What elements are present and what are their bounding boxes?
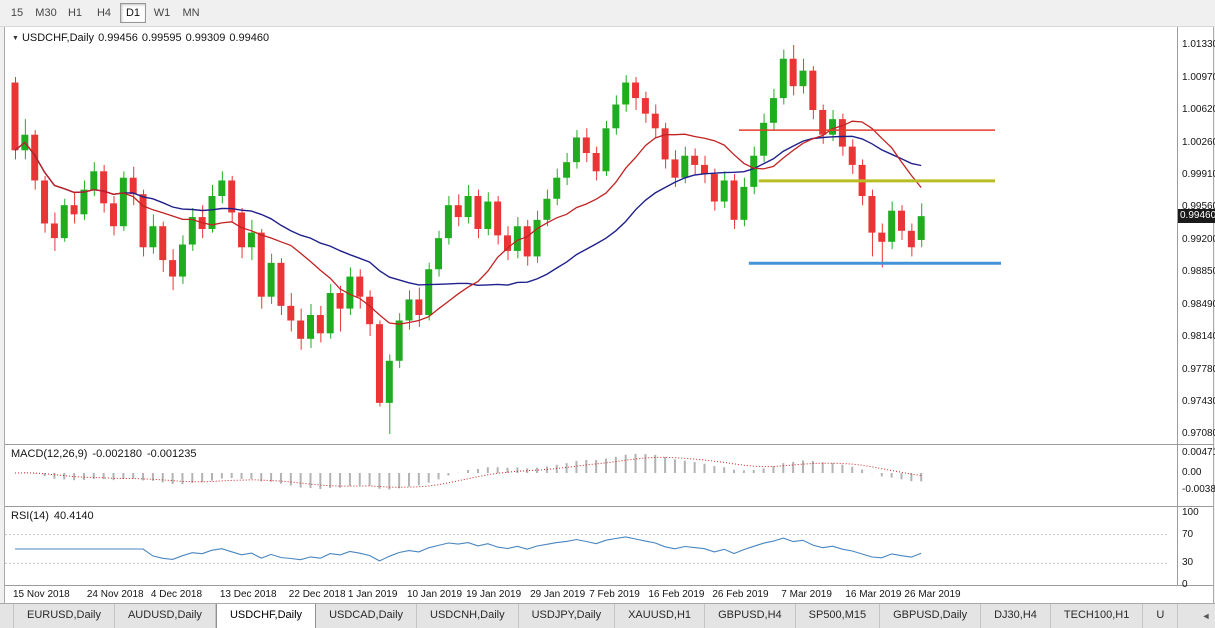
price-axis-label: 0.99560 [1182,201,1215,212]
symbol-tab-u[interactable]: U [1143,604,1179,628]
date-axis-label: 7 Feb 2019 [589,589,640,600]
symbol-tab-sp500[interactable]: SP500,M15 [796,604,881,628]
price-axis-label: 0.99910 [1182,168,1215,180]
price-axis-label: 1.00970 [1182,71,1215,83]
price-axis-label: 0.98490 [1182,298,1215,310]
price-axis-label: 0.97780 [1182,363,1215,375]
ma-slow-line [14,135,922,287]
ohlc-low: 0.99309 [185,32,226,44]
macd-value-signal: -0.001235 [146,448,197,460]
chart-shell[interactable]: ▼ USDCHF,Daily 0.99456 0.99595 0.99309 0.9946… [4,26,1215,604]
date-axis-label: 16 Mar 2019 [845,589,902,600]
date-axis-label: 24 Nov 2018 [86,589,144,600]
pane-separator-dates [5,585,1213,586]
symbol-tab-xauusd[interactable]: XAUUSD,H1 [615,604,706,628]
date-axis-label: 22 Dec 2018 [288,589,346,600]
macd-axis-label: 0.004718 [1182,447,1215,458]
price-axis-label: 0.99200 [1182,233,1215,245]
symbol-tab-usdchf[interactable]: USDCHF,Daily [215,604,317,628]
ohlc-close: 0.99460 [229,32,270,44]
rsi-axis-label: 100 [1182,507,1199,518]
price-axis-label: 1.01330 [1182,39,1215,50]
timeframe-button-mn[interactable]: MN [182,7,200,19]
symbol-tab-usdjpy[interactable]: USDJPY,Daily [519,604,616,628]
rsi-axis-label: 30 [1182,557,1194,569]
rsi-value: 40.4140 [53,510,94,522]
date-axis-label: 7 Mar 2019 [781,589,832,600]
price-axis-label: 0.97430 [1182,395,1215,407]
timeframe-button-m30[interactable]: M30 [35,7,57,19]
date-axis-label: 16 Feb 2019 [648,589,705,600]
macd-label: MACD(12,26,9) [11,448,88,460]
ma-fast-line [14,120,922,325]
price-axis-label: 0.97080 [1182,428,1215,439]
macd-axis-label: -0.003893 [1182,483,1215,495]
symbol-tab-gbpusd[interactable]: GBPUSD,H4 [705,604,796,628]
pane-separator-macd[interactable] [5,444,1213,445]
ohlc-high: 0.99595 [141,32,182,44]
price-axis-label: 1.00620 [1182,103,1215,115]
chart-symbol-icon: ▼ [12,35,19,42]
ohlc-open: 0.99456 [98,32,138,44]
candlestick-chart[interactable] [5,27,1177,444]
tab-scroll-left-icon[interactable]: ◄ [1201,611,1211,621]
pane-separator-rsi[interactable] [5,506,1213,507]
macd-title: MACD(12,26,9) -0.002180 -0.001235 [11,448,202,460]
candlesticks [11,45,925,434]
symbol-tab-usdcnh[interactable]: USDCNH,Daily [417,604,519,628]
timeframe-button-15[interactable]: 15 [10,7,24,19]
price-axis-label: 0.98850 [1182,265,1215,277]
timeframe-button-h1[interactable]: H1 [67,7,83,19]
chart-symbol-label: USDCHF,Daily [21,32,95,44]
date-axis-label: 29 Jan 2019 [530,589,586,600]
price-axis-label: 1.00260 [1182,136,1215,148]
tabbar-spacer [0,604,14,628]
timeframe-button-d1[interactable]: D1 [120,3,146,23]
rsi-label: RSI(14) [11,510,49,522]
timeframe-toolbar[interactable]: 15 M30 H1 H4 D1 W1 MN [0,0,1215,27]
symbol-tab-gbpusd[interactable]: GBPUSD,Daily [880,604,982,628]
timeframe-button-w1[interactable]: W1 [153,7,171,19]
macd-axis-label: 0.00 [1182,467,1202,478]
date-axis-label: 1 Jan 2019 [347,589,398,600]
rsi-axis-label: 0 [1182,579,1188,590]
price-axis-separator [1177,27,1178,585]
rsi-axis-label: 70 [1182,528,1194,540]
timeframe-button-h4[interactable]: H4 [96,7,112,19]
symbol-tab-dj30[interactable]: DJ30,H4 [981,604,1051,628]
date-axis-label: 4 Dec 2018 [150,589,203,600]
date-axis-label: 26 Feb 2019 [712,589,769,600]
date-axis-label: 26 Mar 2019 [904,589,961,600]
symbol-tabbar[interactable]: EURUSD,Daily AUDUSD,Daily USDCHF,Daily USDC… [0,603,1215,628]
rsi-line [15,536,922,562]
symbol-tab-eurusd[interactable]: EURUSD,Daily [14,604,115,628]
rsi-indicator-pane[interactable] [5,507,1177,585]
symbol-tab-tech100[interactable]: TECH100,H1 [1051,604,1144,628]
macd-value-main: -0.002180 [92,448,142,460]
date-axis-label: 19 Jan 2019 [466,589,522,600]
macd-indicator-pane[interactable] [5,445,1177,505]
date-axis-label: 13 Dec 2018 [219,589,277,600]
macd-histogram [23,453,923,490]
symbol-tab-audusd[interactable]: AUDUSD,Daily [115,604,216,628]
rsi-title: RSI(14) 40.4140 [11,510,99,522]
symbol-tab-usdcad[interactable]: USDCAD,Daily [316,604,418,628]
current-price-badge: 0.99460 [1178,209,1215,224]
date-axis-label: 10 Jan 2019 [407,589,463,600]
chart-title: ▼ USDCHF,Daily 0.99456 0.99595 0.99309 0.9946… [12,32,273,44]
date-axis-label: 15 Nov 2018 [13,589,70,600]
price-axis-label: 0.98140 [1182,330,1215,342]
